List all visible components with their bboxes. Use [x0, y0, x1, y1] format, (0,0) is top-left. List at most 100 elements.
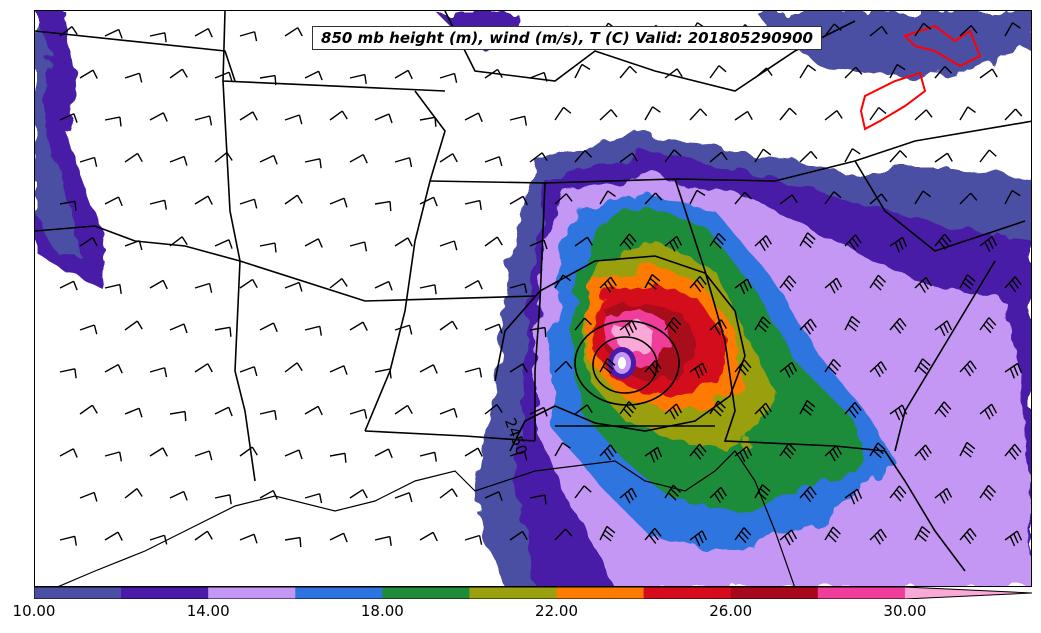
wind-barb	[394, 69, 413, 80]
wind-barb	[349, 321, 368, 331]
wind-barb	[824, 191, 842, 205]
wind-barb	[799, 232, 816, 249]
wind-barb	[734, 527, 752, 544]
wind-barb	[1004, 362, 1023, 379]
wind-barb	[914, 109, 933, 121]
wind-barb	[599, 444, 617, 461]
wind-barb	[824, 110, 843, 121]
wind-barb	[419, 364, 438, 374]
wind-barb	[959, 25, 978, 37]
wind-barb	[304, 325, 323, 336]
wind-barb	[979, 68, 998, 79]
wind-barb	[959, 360, 977, 377]
wind-barb	[689, 108, 708, 121]
wind-barb	[689, 362, 708, 379]
wind-barb	[59, 535, 78, 546]
wind-barb	[709, 400, 726, 417]
wind-barb	[214, 494, 232, 505]
wind-barb	[194, 27, 213, 38]
wind-barb	[214, 406, 233, 417]
map-panel: 2450 850 mb height (m), wind (m/s), T (C…	[34, 10, 1032, 587]
wind-barb	[464, 534, 483, 545]
wind-barb	[619, 65, 638, 79]
wind-barb	[844, 402, 862, 419]
wind-barb	[644, 360, 662, 377]
wind-barb	[574, 485, 592, 499]
wind-barb	[79, 69, 98, 79]
wind-barb	[149, 199, 168, 210]
wind-barb	[599, 109, 618, 121]
wind-barb	[889, 317, 907, 334]
wind-barb	[419, 451, 438, 462]
wind-barb	[239, 111, 258, 121]
wind-barb	[934, 152, 953, 163]
wind-barb	[194, 450, 213, 461]
wind-barb	[619, 152, 638, 163]
colorbar-segment	[295, 587, 383, 599]
wind-barb	[394, 404, 413, 415]
wind-barb	[104, 531, 123, 541]
wind-barb	[284, 281, 303, 292]
state-boundaries	[35, 11, 1031, 586]
wind-barb	[914, 190, 932, 205]
temperature-contour	[859, 24, 982, 131]
wind-barb	[509, 363, 528, 373]
wind-barb	[599, 525, 616, 542]
wind-barb	[554, 442, 571, 457]
wind-barb	[824, 358, 842, 375]
boundary-line	[222, 80, 536, 302]
wind-barb	[304, 70, 323, 81]
wind-barb	[1004, 530, 1023, 547]
boundary-line	[364, 430, 536, 442]
wind-barb	[644, 106, 661, 121]
wind-barb	[869, 442, 886, 459]
wind-barb	[824, 23, 842, 37]
storm-eye-center	[618, 357, 626, 369]
wind-barb	[169, 236, 188, 247]
wind-barb	[284, 27, 303, 37]
wind-barb	[959, 106, 976, 121]
wind-barb	[1004, 189, 1021, 205]
wind-barb	[529, 152, 548, 163]
wind-barb	[349, 241, 368, 252]
wind-barb	[304, 405, 323, 416]
wind-barb	[374, 535, 392, 547]
wind-barb	[844, 66, 863, 79]
boundary-line	[35, 30, 236, 82]
wind-barbs	[59, 22, 1023, 548]
wind-barb	[1004, 108, 1023, 121]
wind-barb	[754, 484, 771, 500]
wind-barb	[484, 491, 503, 501]
wind-barb	[214, 326, 232, 337]
weather-map: 2450	[35, 11, 1031, 586]
wind-barb	[464, 279, 483, 290]
wind-barb	[664, 317, 682, 334]
wind-barb	[979, 403, 998, 420]
wind-barb	[959, 528, 977, 545]
wind-barb	[869, 361, 888, 378]
wind-barb	[599, 358, 616, 374]
wind-barb	[709, 319, 728, 336]
wind-barb	[529, 71, 548, 82]
map-title-text: 850 mb height (m), wind (m/s), T (C) Val…	[321, 29, 813, 47]
wind-barb	[869, 193, 888, 205]
wind-barb	[304, 238, 323, 248]
wind-barb	[979, 317, 997, 334]
wind-barb	[689, 443, 707, 460]
boundary-line	[894, 260, 996, 452]
wind-barb	[149, 534, 168, 545]
wind-barb	[259, 154, 278, 165]
wind-barb	[304, 493, 323, 504]
wind-barb	[464, 199, 482, 211]
wind-barb	[734, 191, 753, 205]
wind-barb	[104, 116, 122, 127]
wind-barb	[869, 106, 887, 121]
wind-barb	[304, 158, 322, 169]
wind-barb	[149, 32, 167, 43]
colorbar-tick-label: 18.00	[360, 602, 404, 620]
wind-barb	[239, 366, 258, 377]
wind-barb	[169, 490, 188, 501]
wind-barb	[419, 284, 437, 295]
wind-barb	[934, 401, 952, 418]
wind-barb	[619, 487, 638, 504]
